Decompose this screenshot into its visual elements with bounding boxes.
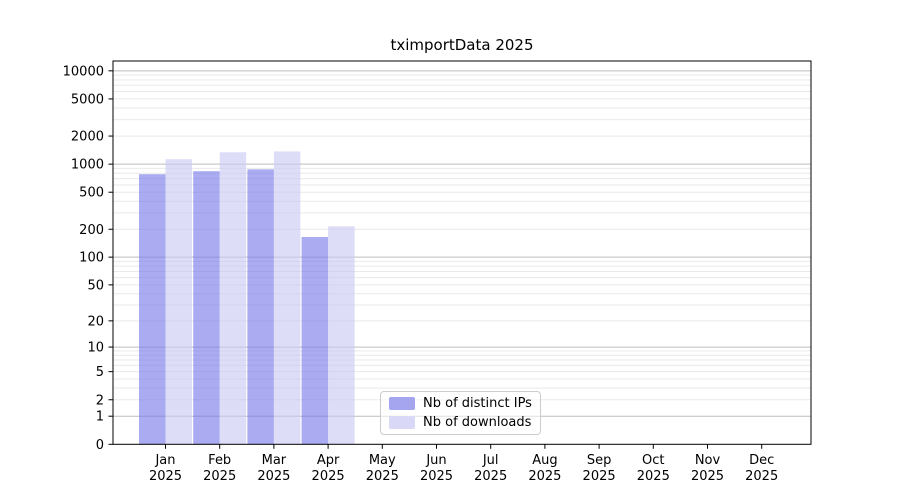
x-tick-label-month: Jan [154, 453, 175, 468]
legend-label-distinct-ips: Nb of distinct IPs [423, 396, 532, 412]
x-tick-label-year: 2025 [583, 469, 616, 484]
x-tick-label-month: Jun [425, 453, 446, 468]
x-tick-label-year: 2025 [257, 469, 290, 484]
x-tick-label-month: Feb [208, 453, 231, 468]
y-tick-label: 50 [87, 278, 104, 293]
bar-apr-downloads [328, 226, 355, 445]
x-tick-label-month: Aug [532, 453, 557, 468]
y-tick-label: 500 [79, 186, 104, 201]
y-tick-label: 1000 [71, 158, 104, 173]
y-tick-label: 10 [87, 341, 104, 356]
y-tick-label: 0 [96, 438, 104, 453]
x-tick-label-year: 2025 [691, 469, 724, 484]
x-tick-label-year: 2025 [203, 469, 236, 484]
x-tick-label-year: 2025 [474, 469, 507, 484]
legend-label-downloads: Nb of downloads [423, 414, 532, 430]
x-tick-label-year: 2025 [637, 469, 670, 484]
plot-frame [112, 60, 812, 445]
legend-item-downloads: Nb of downloads [389, 414, 532, 431]
bar-feb-downloads [219, 152, 247, 445]
y-tick-label: 1 [96, 410, 104, 425]
legend-item-distinct-ips: Nb of distinct IPs [389, 395, 532, 412]
y-tick-label: 20 [87, 314, 104, 329]
bar-apr-ips [301, 237, 329, 445]
y-tick-label: 200 [79, 223, 104, 238]
x-tick-label-month: Nov [695, 453, 721, 468]
y-tick-label: 2000 [71, 130, 104, 145]
y-tick-label: 5000 [71, 92, 104, 107]
x-tick-label-month: Sep [587, 453, 612, 468]
x-tick-label-year: 2025 [745, 469, 778, 484]
legend: Nb of distinct IPs Nb of downloads [380, 391, 541, 435]
y-tick-label: 100 [79, 251, 104, 266]
bar-jan-downloads [165, 159, 192, 445]
x-tick-label-year: 2025 [366, 469, 399, 484]
x-tick-label-month: Jul [482, 453, 499, 468]
x-tick-label-year: 2025 [420, 469, 453, 484]
x-tick-label-month: Apr [317, 453, 340, 468]
x-tick-label-year: 2025 [528, 469, 561, 484]
bar-feb-ips [193, 171, 220, 445]
x-tick-label-month: Mar [262, 453, 287, 468]
x-tick-label-year: 2025 [312, 469, 345, 484]
bar-mar-downloads [273, 151, 301, 445]
x-tick-label-month: Oct [642, 453, 664, 468]
legend-swatch-downloads [389, 415, 415, 429]
x-tick-label-month: May [369, 453, 396, 468]
chart-title: tximportData 2025 [390, 36, 534, 54]
legend-swatch-distinct-ips [389, 397, 415, 411]
bar-mar-ips [247, 169, 274, 445]
x-tick-label-month: Dec [749, 453, 774, 468]
y-tick-label: 2 [96, 393, 104, 408]
bar-jan-ips [139, 174, 166, 445]
x-tick-label-year: 2025 [149, 469, 182, 484]
y-tick-label: 10000 [63, 64, 104, 79]
y-tick-label: 5 [96, 365, 104, 380]
